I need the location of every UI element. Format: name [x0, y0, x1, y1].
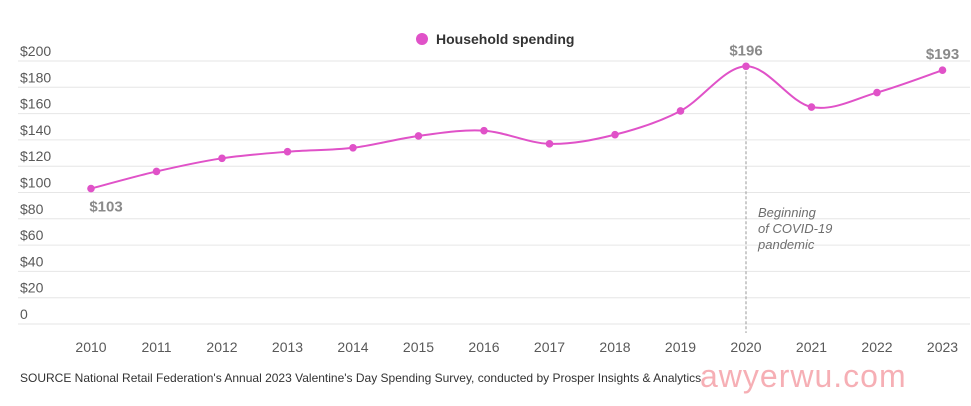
data-point: [873, 88, 881, 97]
y-tick-label: $200: [20, 43, 51, 59]
legend-label: Household spending: [436, 31, 575, 47]
data-label: $193: [926, 46, 959, 63]
data-point: [414, 132, 423, 140]
legend-marker-icon: [416, 33, 428, 45]
y-tick-label: $120: [20, 148, 51, 164]
x-tick-label: 2012: [206, 339, 237, 355]
x-tick-label: 2016: [468, 339, 499, 355]
data-point: [349, 143, 357, 152]
line-chart: 0 $20 $40 $60 $80 $100 $120 $140 $160 $180 $200 20…: [18, 42, 970, 355]
x-tick-label: 2017: [534, 339, 565, 355]
y-axis-ticks: 0 $20 $40 $60 $80 $100 $120 $140 $160 $180 $200: [20, 43, 51, 322]
annotation-text: pandemic: [757, 237, 815, 252]
series-line-group: [90, 65, 943, 190]
annotation-text: of COVID-19: [758, 221, 832, 236]
x-tick-label: 2015: [403, 339, 434, 355]
data-point: [152, 167, 161, 176]
source-note: SOURCE National Retail Federation's Annu…: [20, 371, 702, 385]
y-tick-label: $80: [20, 201, 44, 217]
x-tick-label: 2010: [75, 339, 106, 355]
data-label: $196: [729, 42, 762, 59]
y-tick-label: $180: [20, 69, 51, 85]
data-point: [87, 184, 95, 193]
data-point: [218, 154, 226, 163]
data-point: [611, 130, 619, 139]
x-tick-label: 2013: [272, 339, 303, 355]
x-tick-label: 2011: [141, 339, 171, 355]
y-tick-label: $160: [20, 96, 51, 112]
series-points: [87, 62, 947, 193]
data-point: [283, 147, 292, 156]
x-tick-label: 2020: [730, 339, 761, 355]
data-point: [742, 62, 750, 71]
y-tick-label: $140: [20, 122, 51, 138]
data-point: [676, 107, 685, 115]
x-tick-label: 2023: [927, 339, 958, 355]
data-label: $103: [89, 199, 122, 216]
y-tick-label: $60: [20, 227, 44, 243]
data-point: [938, 66, 947, 75]
y-tick-label: $20: [20, 280, 44, 296]
data-point: [807, 103, 816, 111]
y-tick-label: 0: [20, 306, 28, 322]
data-point: [480, 126, 488, 135]
grid-lines: [18, 60, 970, 325]
data-point: [545, 140, 554, 148]
watermark: awyerwu.com: [700, 358, 907, 394]
y-tick-label: $100: [20, 175, 51, 191]
x-tick-label: 2022: [861, 339, 892, 355]
data-labels: $103 $196 $193: [89, 42, 959, 215]
series-line: [90, 65, 943, 190]
annotation-text: Beginning: [758, 205, 817, 220]
x-tick-label: 2021: [796, 339, 827, 355]
legend: Household spending: [416, 31, 574, 47]
x-tick-label: 2018: [599, 339, 630, 355]
x-axis-ticks: 2010 2011 2012 2013 2014 2015 2016 2017 2018 2019…: [75, 339, 958, 355]
y-tick-label: $40: [20, 253, 44, 269]
x-tick-label: 2019: [665, 339, 696, 355]
x-tick-label: 2014: [337, 339, 368, 355]
